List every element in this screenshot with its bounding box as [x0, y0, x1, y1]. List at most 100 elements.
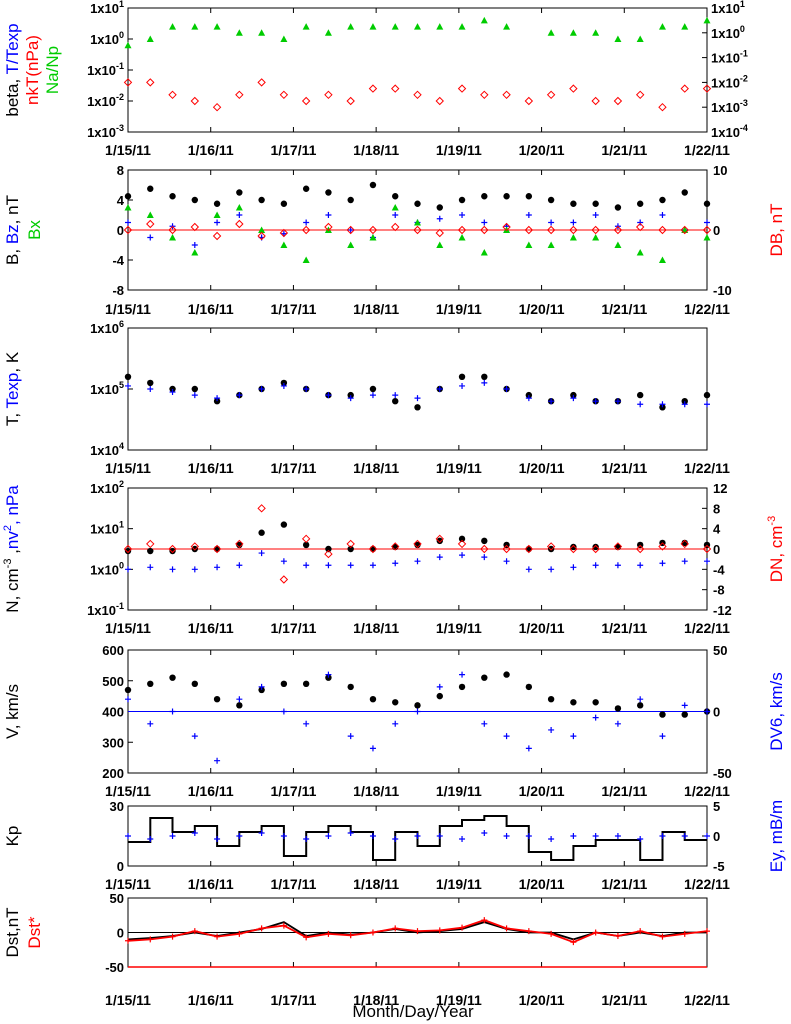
x-tick-label: 1/22/11: [684, 992, 730, 1008]
x-tick-label: 1/16/11: [188, 142, 234, 158]
y-tick-label: 1x10-2: [87, 92, 124, 109]
data-point: [324, 29, 332, 36]
y-axis-label: Kp: [3, 826, 22, 847]
y-tick-label: 1x106: [90, 319, 124, 336]
y-tick-label: 1x101: [90, 0, 124, 16]
data-point: [481, 554, 488, 561]
panel-p4: 1/15/11 1/16/11 1/17/11 1/18/11 1/19/11 1/20/…: [2, 479, 786, 636]
data-point: [570, 395, 577, 402]
data-point: [659, 933, 666, 940]
y2-tick-label: 0: [713, 542, 720, 557]
data-point: [258, 386, 265, 392]
data-point: [614, 932, 621, 939]
data-point: [124, 686, 132, 694]
data-point: [279, 575, 289, 584]
y-axis-label: V, km/s: [3, 684, 22, 739]
data-point: [502, 544, 511, 554]
data-point: [480, 225, 489, 235]
data-point: [280, 558, 287, 565]
data-point: [147, 386, 154, 392]
data-point: [369, 181, 377, 189]
data-point: [614, 241, 622, 248]
x-tick-label: 1/22/11: [684, 301, 730, 317]
data-point: [481, 720, 488, 727]
data-point: [302, 185, 310, 192]
x-tick-label: 1/21/11: [601, 876, 647, 892]
y-tick-label: 1x101: [90, 520, 124, 537]
data-point: [592, 398, 599, 405]
x-tick-label: 1/20/11: [519, 876, 565, 892]
y-tick-label: 1x10-1: [87, 61, 124, 78]
data-point: [169, 708, 176, 715]
data-point: [591, 96, 600, 106]
data-point: [191, 545, 199, 553]
data-point: [301, 96, 311, 106]
data-point: [702, 84, 712, 93]
data-point: [435, 96, 444, 106]
x-tick-label: 1/15/11: [105, 142, 151, 158]
panel-p1: 1/15/11 1/16/11 1/17/11 1/18/11 1/19/11 1/20/…: [3, 0, 748, 158]
data-point: [347, 395, 354, 402]
data-point: [459, 671, 466, 678]
y-axis-label: B, Bz, nT: [3, 195, 22, 265]
data-point: [704, 401, 710, 408]
y-axis-label: beta, T/Texp: [3, 23, 22, 116]
data-point: [637, 928, 644, 935]
data-point: [147, 185, 154, 192]
data-point: [481, 674, 488, 681]
data-point: [303, 386, 310, 392]
data-point: [548, 726, 555, 733]
data-point: [525, 545, 533, 553]
data-point: [436, 386, 443, 392]
y2-tick-label: 1x10-4: [711, 123, 748, 140]
data-point: [369, 833, 376, 839]
data-point: [436, 927, 443, 934]
data-point: [481, 830, 488, 836]
x-tick-label: 1/16/11: [188, 301, 234, 317]
data-point: [190, 222, 200, 232]
x-tick-label: 1/15/11: [105, 783, 151, 799]
x-tick-label: 1/22/11: [684, 876, 730, 892]
data-point: [146, 78, 155, 87]
data-point: [347, 683, 354, 691]
data-point: [658, 542, 667, 551]
data-point: [547, 696, 555, 703]
x-tick-label: 1/15/11: [105, 620, 151, 636]
data-point: [413, 90, 422, 100]
data-point: [525, 395, 532, 402]
data-point: [280, 708, 287, 715]
series-Na/Np: [124, 16, 711, 49]
data-point: [414, 395, 421, 402]
y-tick-label: 8: [117, 163, 124, 178]
panel-p3: 1/15/11 1/16/11 1/17/11 1/18/11 1/19/11 1/20/…: [3, 319, 730, 476]
data-point: [637, 562, 644, 569]
data-point: [524, 96, 534, 106]
x-tick-label: 1/16/11: [188, 992, 234, 1008]
data-point: [569, 29, 577, 36]
data-point: [146, 35, 154, 42]
data-point: [169, 547, 176, 555]
data-point: [502, 222, 511, 232]
data-point: [459, 924, 466, 931]
x-tick-label: 1/16/11: [188, 876, 234, 892]
data-point: [681, 398, 688, 405]
data-point: [458, 535, 466, 543]
data-point: [414, 541, 421, 549]
data-point: [525, 391, 533, 399]
data-point: [480, 249, 488, 256]
x-tick-label: 1/21/11: [601, 142, 647, 158]
data-point: [347, 545, 354, 553]
data-point: [369, 696, 377, 703]
data-point: [525, 683, 533, 691]
data-point: [258, 686, 265, 694]
data-point: [236, 392, 243, 399]
data-point: [524, 544, 534, 554]
data-point: [392, 925, 399, 932]
panel-p7: 1/15/11 1/16/11 1/17/11 1/18/11 1/19/11 1/20/…: [3, 891, 730, 1008]
data-point: [570, 391, 577, 399]
data-point: [325, 562, 332, 569]
data-point: [436, 833, 443, 839]
series-nkT: [123, 78, 712, 112]
data-point: [169, 389, 176, 396]
data-point: [303, 562, 310, 569]
